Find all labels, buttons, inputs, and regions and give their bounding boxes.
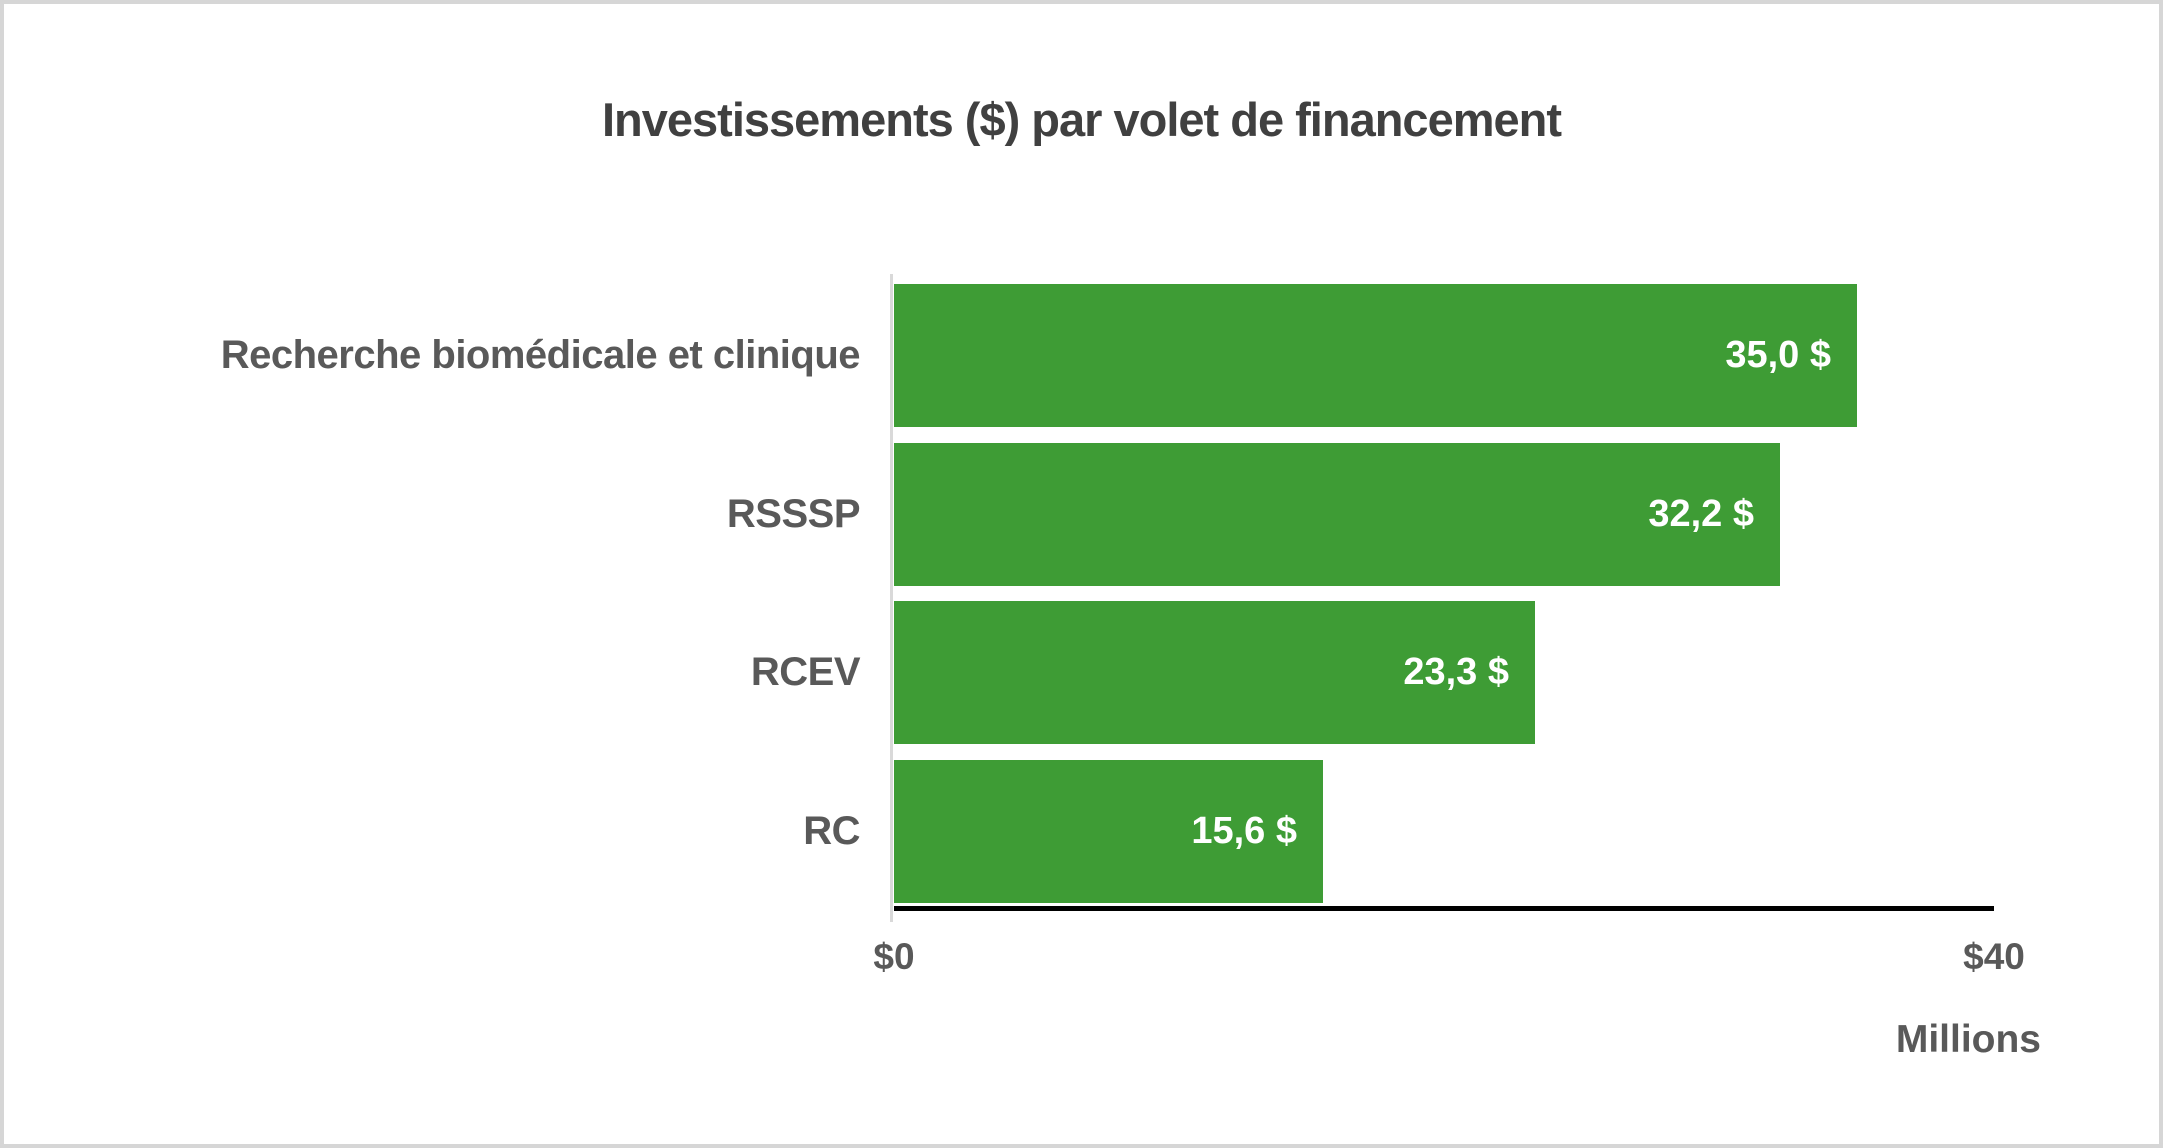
- category-label: RC: [803, 809, 860, 853]
- bar: 32,2 $: [894, 443, 1780, 586]
- bar-row: Recherche biomédicale et clinique 35,0 $: [4, 284, 2159, 427]
- bar: 35,0 $: [894, 284, 1857, 427]
- bar-value-label: 35,0 $: [1725, 334, 1831, 376]
- x-axis-unit-label: Millions: [1895, 1018, 2041, 1061]
- bar: 23,3 $: [894, 601, 1535, 744]
- y-axis-line: [890, 274, 893, 922]
- bar-row: RC 15,6 $: [4, 760, 2159, 903]
- bar-value-label: 15,6 $: [1191, 810, 1297, 852]
- x-tick-label-min: $0: [873, 936, 915, 977]
- bar-value-label: 23,3 $: [1403, 651, 1509, 693]
- category-label: Recherche biomédicale et clinique: [220, 333, 861, 377]
- x-tick-label-max: $40: [1963, 936, 2025, 977]
- plot-area: Recherche biomédicale et clinique 35,0 $ R…: [4, 4, 2159, 1144]
- x-axis-line: [894, 906, 1994, 911]
- category-label: RCEV: [750, 650, 861, 694]
- bar-row: RSSSP 32,2 $: [4, 443, 2159, 586]
- category-label: RSSSP: [726, 492, 861, 536]
- bar-row: RCEV 23,3 $: [4, 601, 2159, 744]
- chart-title: Investissements ($) par volet de finance…: [602, 93, 1562, 146]
- bar-value-label: 32,2 $: [1648, 493, 1754, 535]
- bar: 15,6 $: [894, 760, 1323, 903]
